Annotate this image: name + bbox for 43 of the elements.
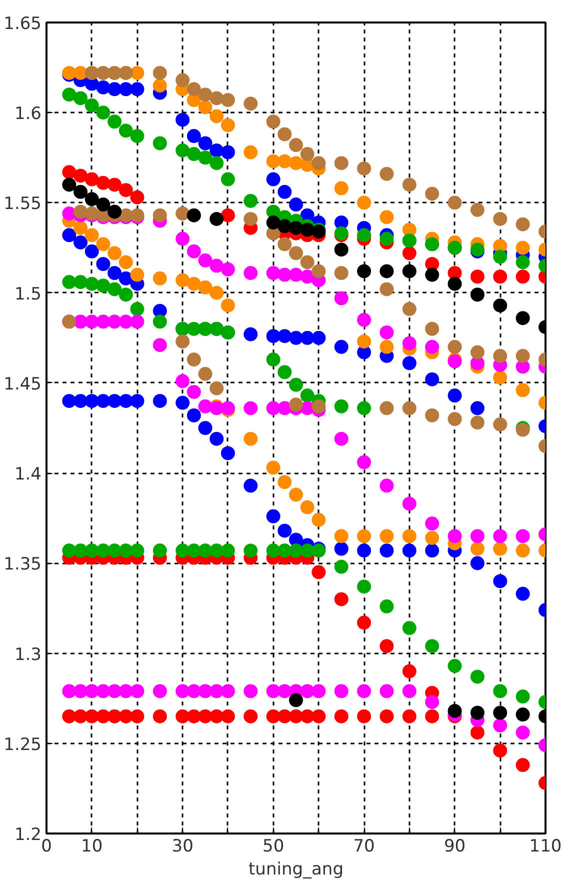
- y-tick-label: 1.55: [4, 194, 42, 214]
- y-tick-label: 1.5: [14, 284, 42, 304]
- point: [402, 264, 416, 278]
- x-tick-label: 30: [172, 836, 194, 856]
- y-tick-label: 1.35: [4, 554, 42, 575]
- point: [278, 219, 292, 234]
- y-tick-label: 1.6: [14, 104, 42, 124]
- point: [62, 178, 76, 192]
- point: [300, 222, 314, 237]
- point: [516, 708, 530, 722]
- point: [84, 192, 99, 206]
- point: [186, 208, 201, 222]
- y-tick-label: 1.3: [14, 644, 42, 665]
- point: [74, 184, 88, 199]
- point: [266, 216, 280, 230]
- x-tick-label: 0: [41, 836, 52, 856]
- y-tick-label: 1.2: [14, 825, 42, 845]
- point: [470, 288, 484, 302]
- point: [493, 298, 508, 312]
- x-tick-label: 90: [444, 836, 466, 856]
- y-tick-label: 1.4: [14, 464, 42, 485]
- point: [493, 706, 508, 720]
- y-tick-label: 1.25: [4, 734, 42, 755]
- x-tick-label: 50: [262, 836, 284, 856]
- y-tick-label: 1.65: [4, 14, 42, 34]
- x-tick-label: 70: [353, 836, 375, 856]
- point: [380, 264, 394, 278]
- point: [334, 242, 348, 257]
- point: [108, 204, 122, 219]
- point: [357, 264, 372, 278]
- x-tick-label: 10: [81, 836, 103, 856]
- point: [210, 212, 224, 226]
- x-tick-label: 110: [529, 836, 562, 856]
- y-tick-label: 1.45: [4, 374, 42, 394]
- point: [470, 706, 484, 720]
- point: [289, 220, 303, 235]
- point: [516, 311, 530, 326]
- point: [448, 276, 462, 291]
- x-axis-title: tuning_ang: [248, 860, 344, 880]
- point: [289, 693, 303, 708]
- point: [448, 704, 462, 718]
- point: [425, 268, 440, 282]
- point: [96, 198, 110, 212]
